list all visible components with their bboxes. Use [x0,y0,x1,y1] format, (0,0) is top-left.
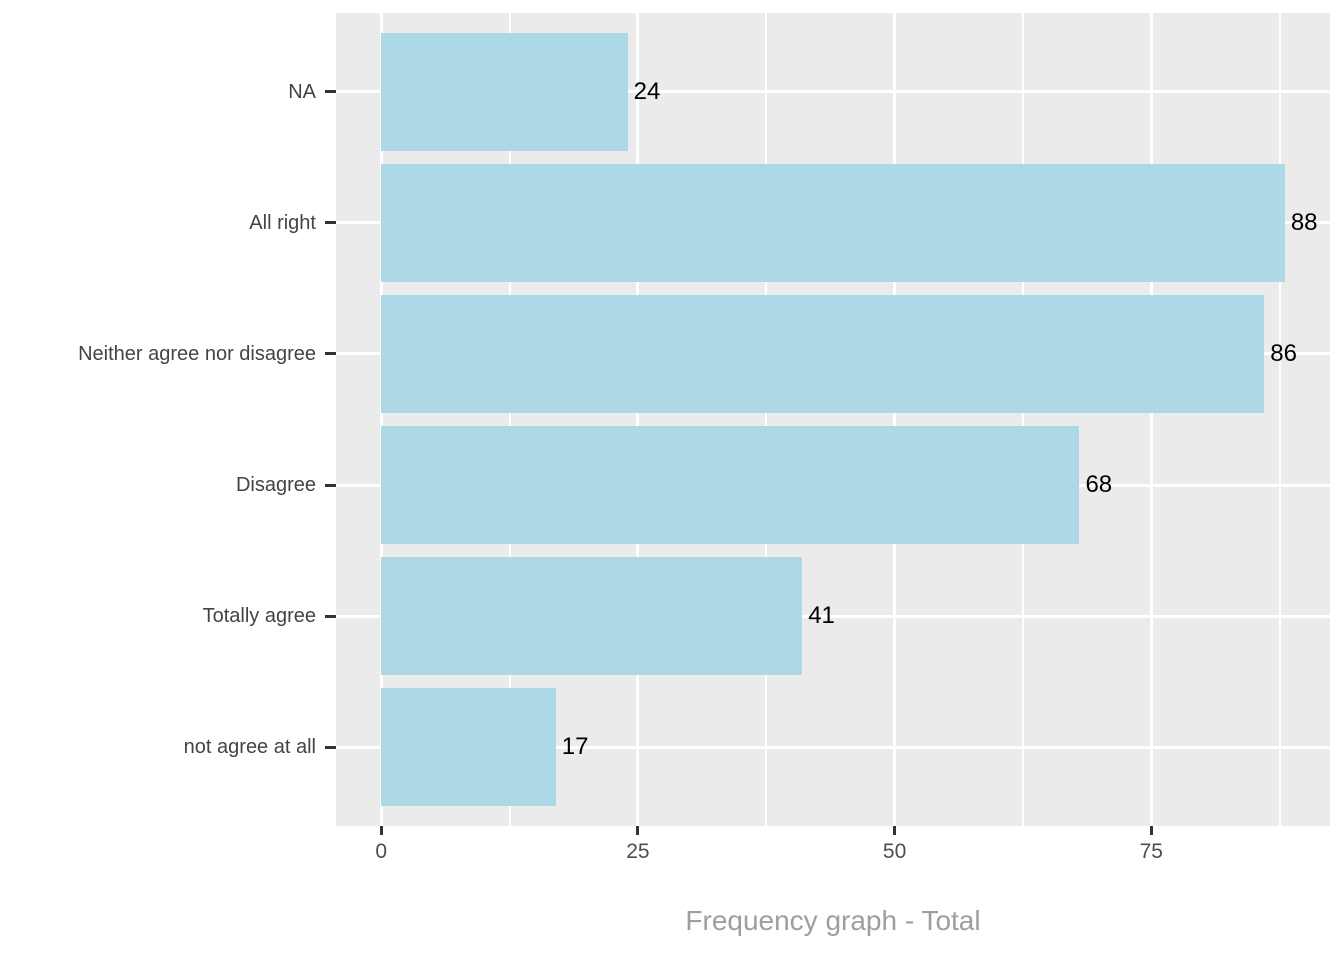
x-tick-mark-75 [1149,826,1153,835]
gridline-major-y-0 [336,90,1330,94]
bar-value-label-3: 68 [1085,471,1113,499]
gridline-major-x-0 [379,13,383,826]
gridline-major-x-75 [1149,13,1153,826]
x-tick-mark-0 [379,826,383,835]
category-label-3: Disagree [235,474,316,497]
x-tick-mark-50 [893,826,897,835]
bar-4 [381,557,803,676]
y-tick-mark-1 [325,221,336,225]
y-tick-mark-4 [325,614,336,618]
gridline-minor-x-12.5 [508,13,511,826]
plot-panel: 24 88 86 68 41 17 [336,13,1330,826]
bar-1 [381,163,1285,282]
category-label-5: not agree at all [183,736,316,759]
x-tick-mark-25 [636,826,640,835]
bar-3 [381,426,1080,545]
category-label-2: Neither agree nor disagree [78,342,316,365]
x-tick-label-0: 0 [375,840,388,863]
gridline-major-y-4 [336,614,1330,618]
gridline-minor-x-37.5 [765,13,768,826]
bar-value-label-5: 17 [561,733,589,761]
bar-value-label-1: 88 [1290,208,1318,236]
bar-0 [381,32,628,151]
bar-value-label-2: 86 [1270,339,1297,367]
gridline-minor-x-87.5 [1278,13,1281,826]
x-tick-label-50: 50 [882,840,907,863]
bar-value-label-0: 24 [633,77,661,105]
x-tick-label-75: 75 [1139,840,1163,863]
bar-5 [381,688,556,807]
y-tick-mark-3 [325,483,336,487]
category-label-0: NA [288,80,316,103]
x-axis-title: Frequency graph - Total [685,905,981,936]
bar-2 [381,294,1265,413]
gridline-major-y-5 [336,745,1330,749]
gridline-minor-x-62.5 [1021,13,1024,826]
y-tick-mark-5 [325,745,336,749]
gridline-major-x-50 [893,13,897,826]
gridline-major-x-25 [636,13,640,826]
y-axis-labels: NA All right Neither agree nor disagree Dis… [0,13,316,826]
x-tick-label-25: 25 [626,840,650,863]
category-label-1: All right [249,211,316,234]
y-tick-mark-2 [325,352,336,356]
category-label-4: Totally agree [202,605,316,628]
bar-value-label-4: 41 [808,602,835,630]
y-tick-mark-0 [325,90,336,94]
